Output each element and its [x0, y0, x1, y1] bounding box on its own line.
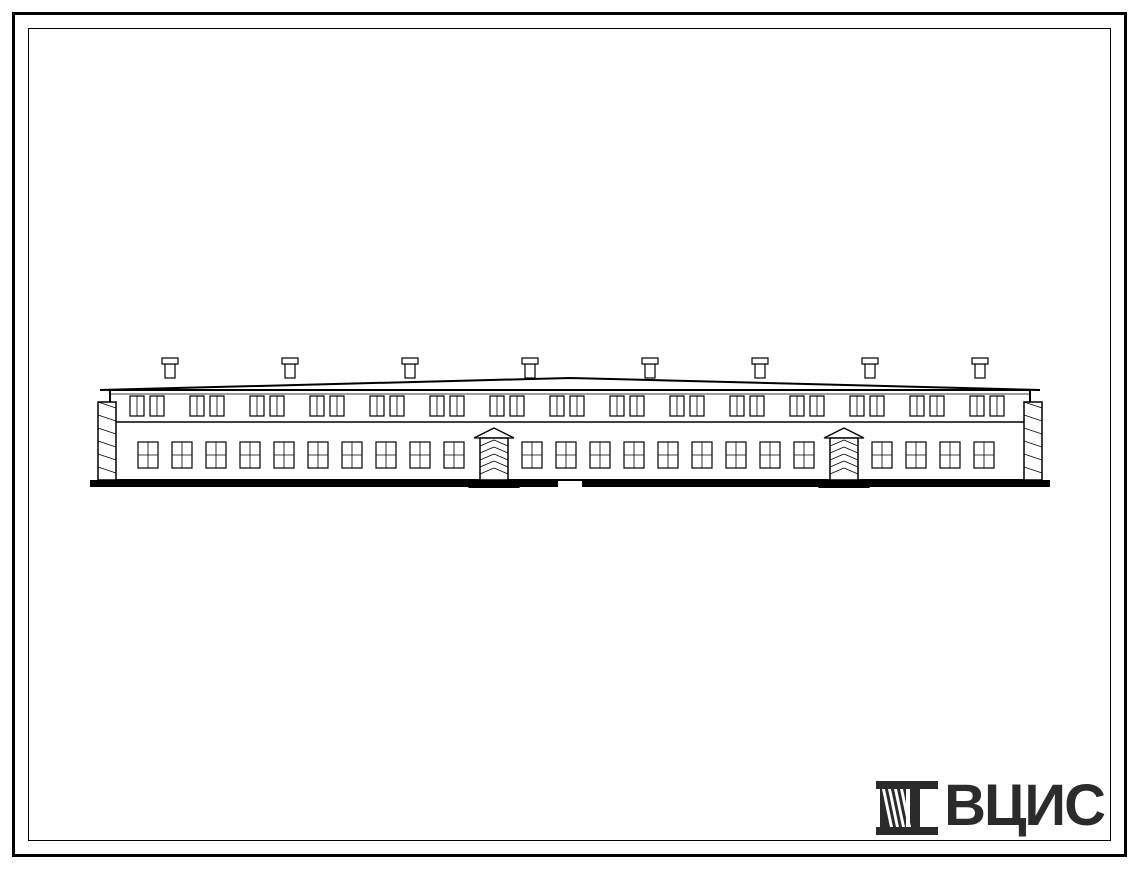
logo: ВЦИС — [876, 772, 1104, 839]
logo-text: ВЦИС — [944, 772, 1104, 839]
logo-icon — [876, 775, 938, 837]
building-elevation — [90, 330, 1050, 510]
